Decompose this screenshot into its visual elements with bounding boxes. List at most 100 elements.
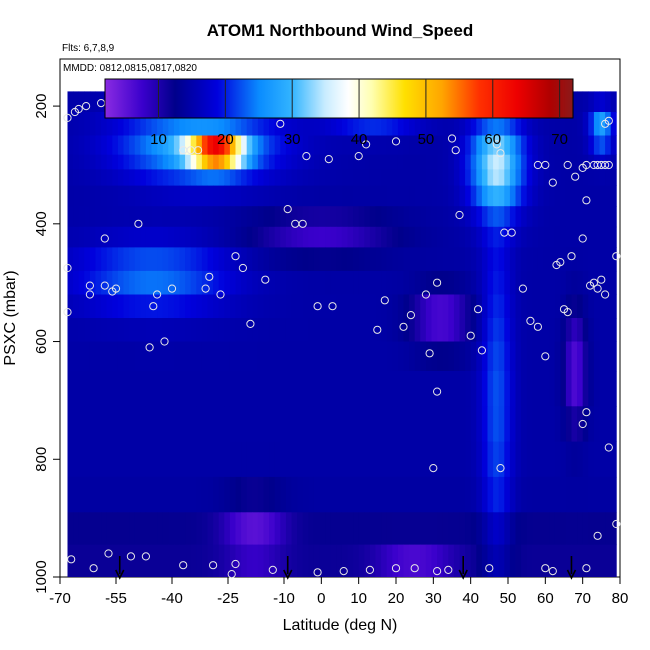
heat-cell	[269, 206, 276, 228]
heat-cell	[73, 206, 80, 228]
heat-cell	[297, 406, 304, 442]
heat-cell	[112, 185, 119, 207]
heat-cell	[84, 512, 91, 546]
heat-cell	[403, 154, 410, 170]
heat-cell	[89, 247, 96, 272]
heat-cell	[229, 270, 236, 295]
heat-cell	[308, 544, 315, 577]
heat-cell	[280, 512, 287, 546]
heat-cell	[493, 371, 500, 407]
heat-cell	[84, 294, 91, 319]
heat-cell	[151, 512, 158, 546]
heat-cell	[134, 371, 141, 407]
heat-cell	[78, 169, 85, 186]
heat-cell	[325, 441, 332, 478]
heat-cell	[117, 226, 124, 248]
heat-cell	[386, 135, 393, 155]
heat-cell	[201, 371, 208, 407]
heat-cell	[560, 154, 567, 170]
heat-cell	[285, 154, 292, 170]
heat-cell	[185, 371, 192, 407]
heat-cell	[313, 371, 320, 407]
heat-cell	[297, 135, 304, 155]
marker	[541, 564, 550, 573]
heat-cell	[353, 406, 360, 442]
heat-cell	[509, 135, 516, 155]
heat-cell	[577, 206, 584, 228]
heat-cell	[448, 294, 455, 319]
heat-cell	[218, 512, 225, 546]
heat-cell	[325, 112, 332, 136]
heat-cell	[241, 270, 248, 295]
heat-cell	[593, 135, 600, 155]
heat-cell	[504, 441, 511, 478]
heat-cell	[291, 206, 298, 228]
heat-cell	[269, 112, 276, 136]
heat-cell	[336, 185, 343, 207]
heat-cell	[403, 544, 410, 577]
marker	[582, 408, 591, 417]
heat-cell	[465, 185, 472, 207]
heat-cell	[610, 341, 617, 372]
heat-cell	[325, 185, 332, 207]
heat-cell	[229, 341, 236, 372]
heat-cell	[134, 135, 141, 155]
heat-cell	[129, 270, 136, 295]
heat-cell	[442, 226, 449, 248]
heat-cell	[610, 441, 617, 478]
heat-cell	[95, 406, 102, 442]
heat-cell	[442, 318, 449, 342]
heat-cell	[537, 206, 544, 228]
heat-cell	[252, 544, 259, 577]
heat-cell	[537, 270, 544, 295]
heat-cell	[257, 206, 264, 228]
heat-cell	[95, 206, 102, 228]
heat-cell	[588, 512, 595, 546]
heat-cell	[89, 226, 96, 248]
heat-cell	[269, 476, 276, 513]
heat-cell	[420, 512, 427, 546]
x-tick-label: -70	[49, 590, 71, 607]
heat-cell	[246, 318, 253, 342]
heat-cell	[403, 406, 410, 442]
heat-cell	[577, 371, 584, 407]
heat-cell	[459, 318, 466, 342]
heat-cell	[313, 247, 320, 272]
heat-cell	[207, 512, 214, 546]
heat-cell	[89, 154, 96, 170]
heat-cell	[375, 226, 382, 248]
heat-cell	[392, 206, 399, 228]
heat-cell	[515, 318, 522, 342]
x-tick-label: 40	[462, 590, 479, 607]
heat-cell	[593, 318, 600, 342]
heat-cell	[330, 206, 337, 228]
heat-cell	[358, 318, 365, 342]
heat-cell	[325, 247, 332, 272]
heat-cell	[140, 270, 147, 295]
heat-cell	[157, 318, 164, 342]
heat-cell	[549, 294, 556, 319]
heat-cell	[84, 247, 91, 272]
heat-cell	[431, 476, 438, 513]
marker	[82, 102, 91, 111]
heat-cell	[481, 406, 488, 442]
heat-cell	[442, 371, 449, 407]
heat-cell	[493, 294, 500, 319]
heat-cell	[476, 406, 483, 442]
heat-cell	[476, 226, 483, 248]
heat-cell	[459, 185, 466, 207]
heat-cell	[509, 512, 516, 546]
heat-cell	[509, 247, 516, 272]
heat-cell	[386, 226, 393, 248]
heat-cell	[431, 226, 438, 248]
heat-cell	[560, 406, 567, 442]
heat-cell	[218, 270, 225, 295]
heat-cell	[313, 476, 320, 513]
heat-cell	[498, 135, 505, 155]
heat-cell	[73, 476, 80, 513]
heat-cell	[610, 544, 617, 577]
heat-cell	[560, 169, 567, 186]
marker	[67, 555, 76, 564]
heat-cell	[117, 512, 124, 546]
heat-cell	[101, 341, 108, 372]
